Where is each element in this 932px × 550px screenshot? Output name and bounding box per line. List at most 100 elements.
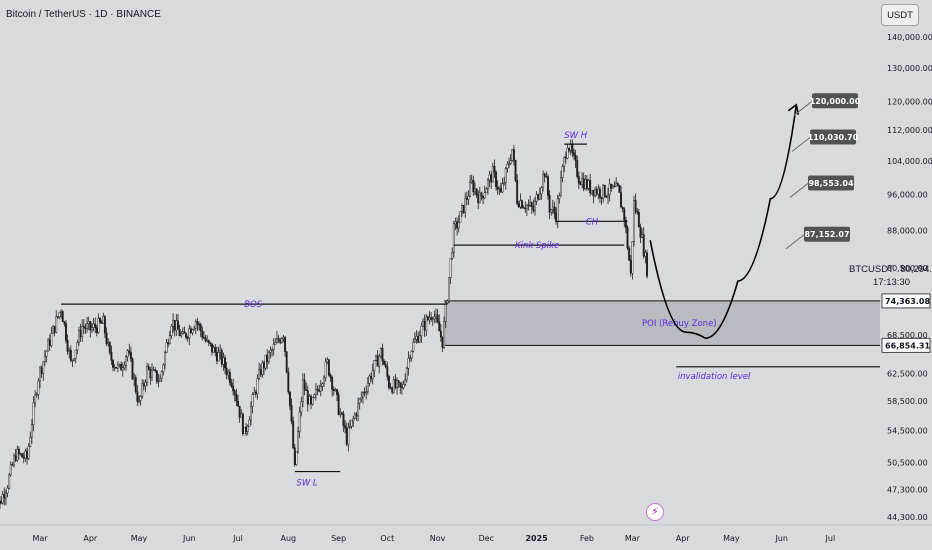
candle-body-up xyxy=(590,189,593,194)
y-tick-label: 88,000.00 xyxy=(887,227,928,236)
ticker-label: BTCUSDT xyxy=(849,264,894,275)
x-tick-label: Nov xyxy=(430,534,446,543)
candle xyxy=(420,322,423,343)
currency-button[interactable]: USDT xyxy=(881,4,919,26)
x-tick-label: Mar xyxy=(32,534,48,543)
candle-body-down xyxy=(391,387,394,393)
candle-body-down xyxy=(155,370,158,382)
candle xyxy=(514,159,517,183)
candle xyxy=(159,374,162,382)
candle xyxy=(485,187,488,194)
candle-body-up xyxy=(488,174,491,181)
candle-body-up xyxy=(29,436,32,447)
candle xyxy=(407,351,410,376)
candle-body-down xyxy=(628,247,631,261)
candle xyxy=(233,389,236,402)
candle-body-down xyxy=(53,325,56,333)
kink-spike-label: Kink Spike xyxy=(515,241,559,251)
candle-body-up xyxy=(375,355,377,361)
candle xyxy=(82,318,85,335)
y-tick-label: 96,000.00 xyxy=(887,190,928,199)
candle-body-up xyxy=(542,173,545,188)
candle-body-up xyxy=(274,342,277,345)
candle xyxy=(120,361,123,371)
candle-body-up xyxy=(272,344,275,351)
candle xyxy=(90,322,93,333)
candle-body-up xyxy=(594,189,596,197)
candle-body-up xyxy=(352,418,355,421)
candle-body-up xyxy=(8,474,11,489)
candle xyxy=(550,208,553,216)
candle xyxy=(368,374,371,387)
candle xyxy=(446,299,449,305)
x-tick-label: Dec xyxy=(479,534,494,543)
candle-body-up xyxy=(42,361,45,374)
candle-body-up xyxy=(366,382,369,392)
candle-body-up xyxy=(349,426,351,428)
candle-body-down xyxy=(568,147,571,151)
candle-body-up xyxy=(551,206,554,210)
candle-body-up xyxy=(525,204,528,210)
candle xyxy=(201,326,204,341)
candle-body-up xyxy=(418,335,421,343)
candle xyxy=(444,301,447,329)
x-tick-label: Feb xyxy=(580,534,594,543)
x-tick-label: Jul xyxy=(825,534,836,543)
candle xyxy=(73,358,76,362)
candle xyxy=(631,241,634,280)
swing-low-label: SW L xyxy=(296,479,318,489)
candle-body-down xyxy=(82,325,85,328)
candle xyxy=(147,363,150,371)
candle-body-down xyxy=(318,389,321,392)
candle xyxy=(352,415,355,428)
candle xyxy=(37,378,40,400)
candle-body-up xyxy=(563,157,566,167)
candle-body-down xyxy=(516,180,519,204)
candle-body-down xyxy=(21,453,24,458)
candle-body-up xyxy=(323,377,325,385)
candle-body-up xyxy=(467,196,470,200)
candle-body-down xyxy=(363,392,366,394)
candle-body-up xyxy=(144,382,147,387)
candle xyxy=(237,395,239,407)
candle-body-up xyxy=(410,350,413,359)
candle xyxy=(168,330,171,345)
candle-body-up xyxy=(250,406,252,421)
candle-body-up xyxy=(258,369,261,379)
candle-body-up xyxy=(457,222,460,229)
y-tick-label: 44,300.00 xyxy=(887,513,928,522)
candle-body-down xyxy=(228,371,231,384)
candle xyxy=(508,157,510,168)
candle-body-up xyxy=(126,350,129,358)
x-tick-label: May xyxy=(131,534,148,543)
candle-body-up xyxy=(454,221,457,225)
candle xyxy=(425,314,428,337)
candle xyxy=(366,377,369,395)
candle xyxy=(509,154,512,166)
candle-body-down xyxy=(462,205,465,213)
candle xyxy=(449,258,452,285)
candle-body-down xyxy=(337,394,340,415)
candle-body-down xyxy=(527,204,530,207)
candle-body-up xyxy=(357,402,360,417)
candle xyxy=(608,178,611,202)
candle-body-up xyxy=(4,492,7,499)
candle-body-up xyxy=(371,370,374,380)
candle xyxy=(103,315,106,338)
candle-body-down xyxy=(331,377,334,390)
candle xyxy=(264,354,267,371)
candle-body-up xyxy=(422,321,424,327)
candle xyxy=(301,373,304,408)
candle xyxy=(61,310,64,322)
candle xyxy=(491,162,494,183)
x-tick-label: 2025 xyxy=(525,534,548,543)
candle-body-up xyxy=(483,192,486,199)
candle xyxy=(365,385,368,400)
y-tick-label: 120,000.00 xyxy=(887,97,932,106)
candle-body-up xyxy=(146,366,149,383)
candle-body-up xyxy=(121,367,124,371)
lightning-icon[interactable]: ⚡ xyxy=(646,503,664,521)
candle xyxy=(35,392,38,398)
candle xyxy=(248,416,251,427)
